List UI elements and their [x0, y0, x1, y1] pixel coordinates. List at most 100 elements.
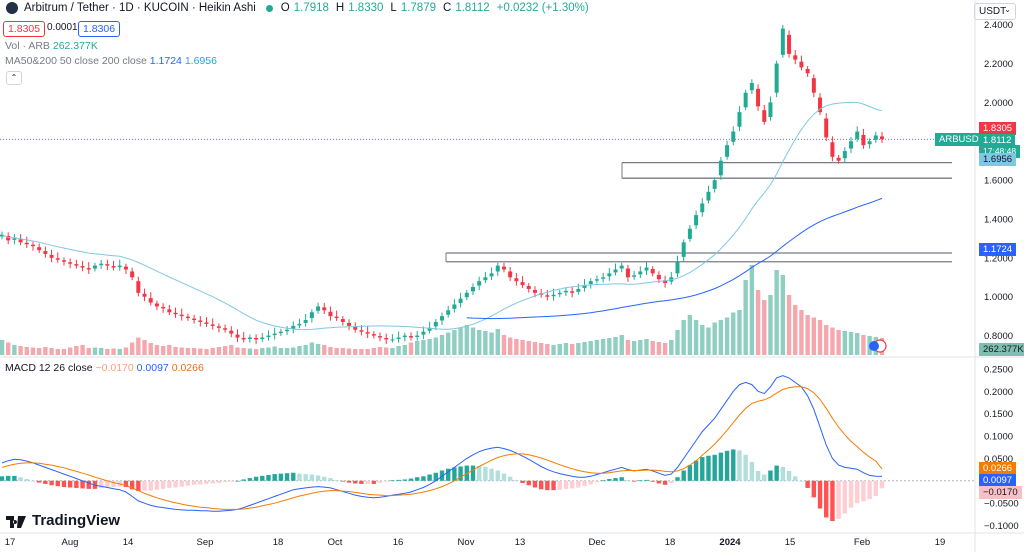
- volume-bar: [836, 330, 841, 355]
- volume-bar: [0, 340, 5, 355]
- ohlc-open-value: 1.7918: [293, 2, 329, 14]
- volume-bar: [619, 335, 624, 355]
- candle-body: [204, 322, 209, 324]
- candle-body: [446, 310, 451, 315]
- macd-hist-bar: [359, 480, 364, 484]
- symbol-title[interactable]: Arbitrum / Tether · 1D · KUCOIN · Heikin…: [24, 2, 256, 14]
- volume-bar: [501, 335, 507, 355]
- candle-body: [6, 236, 11, 241]
- candle-body: [663, 280, 668, 284]
- candle-body: [687, 228, 692, 239]
- time-tick-label: 14: [123, 537, 134, 548]
- buy-button[interactable]: 1.8306: [78, 21, 121, 37]
- volume-bar: [650, 341, 655, 355]
- macd-tick-label: 0.1000: [984, 432, 1013, 443]
- macd-hist-bar: [588, 480, 593, 485]
- volume-bar: [737, 310, 742, 355]
- macd-hist-bar: [526, 480, 531, 486]
- volume-bar: [458, 327, 463, 355]
- volume-bar: [793, 305, 798, 355]
- candle-body: [254, 338, 259, 340]
- volume-bar: [507, 337, 513, 355]
- macd-hist-bar: [737, 450, 742, 481]
- macd-hist-bar: [669, 480, 674, 484]
- collapse-legend-button[interactable]: ⌃: [6, 71, 22, 85]
- volume-bar: [569, 344, 575, 355]
- ma-legend[interactable]: MA50&200 50 close 200 close 1.1724 1.695…: [5, 55, 217, 67]
- candle-body: [61, 260, 66, 262]
- macd-tick-label: 0.0500: [984, 454, 1013, 465]
- volume-bar: [334, 348, 339, 355]
- macd-hist-bar: [129, 480, 135, 490]
- volume-bar: [160, 346, 166, 355]
- volume-bar: [117, 349, 122, 355]
- candle-body: [74, 264, 79, 266]
- ohlc-open-key: O: [280, 2, 290, 14]
- time-tick-label: 15: [785, 537, 796, 548]
- macd-hist-bar: [340, 480, 346, 482]
- volume-tag: 262.377K: [979, 343, 1024, 356]
- candle-body: [731, 131, 736, 142]
- macd-hist-bar: [136, 480, 141, 492]
- macd-hist-bar: [836, 480, 841, 519]
- candle-body: [409, 336, 414, 338]
- volume-bar: [693, 320, 699, 355]
- macd-hist-bar: [371, 480, 377, 484]
- candle-body: [285, 329, 290, 332]
- macd-hist-bar: [229, 480, 234, 482]
- time-tick-label: 2024: [719, 537, 741, 548]
- volume-bar: [55, 349, 60, 355]
- tradingview-mark-icon: [6, 515, 26, 528]
- candle-body: [483, 277, 488, 281]
- macd-hist-value: −0.0170: [95, 362, 134, 374]
- volume-legend[interactable]: Vol · ARB 262.377K: [5, 40, 98, 52]
- candle-body: [805, 68, 810, 74]
- macd-legend[interactable]: MACD 12 26 close −0.0170 0.0097 0.0266: [5, 362, 204, 374]
- macd-hist-bar: [179, 480, 184, 487]
- candle-body: [229, 330, 234, 334]
- volume-bar: [80, 345, 85, 355]
- candle-body: [619, 265, 624, 269]
- volume-bar: [303, 345, 308, 355]
- volume-bar: [371, 348, 377, 355]
- time-tick-label: 16: [393, 537, 404, 548]
- volume-bar: [346, 348, 352, 355]
- ohlc-high-key: H: [335, 2, 345, 14]
- candle-body: [378, 336, 383, 338]
- macd-hist-bar: [855, 480, 860, 504]
- candle-body: [477, 281, 482, 286]
- volume-bar: [520, 340, 525, 355]
- candle-body: [353, 326, 358, 330]
- volume-bar: [433, 337, 439, 355]
- candle-body: [247, 337, 252, 339]
- price-tick-label: 1.2000: [984, 253, 1013, 264]
- macd-line-value: 0.0097: [136, 362, 169, 374]
- candle-body: [365, 332, 370, 334]
- volume-bar: [92, 347, 98, 355]
- volume-bar: [427, 339, 432, 355]
- macd-hist-bar: [718, 452, 724, 481]
- volume-bar: [842, 331, 848, 355]
- volume-bar: [724, 317, 730, 355]
- candle-body: [359, 330, 364, 332]
- macd-hist-bar: [421, 476, 426, 481]
- sell-button[interactable]: 1.8305: [3, 21, 46, 37]
- currency-select[interactable]: USDT ⌄: [974, 3, 1016, 20]
- macd-hist-bar: [545, 480, 550, 491]
- macd-hist-bar: [315, 475, 321, 481]
- macd-hist-bar: [303, 474, 308, 481]
- macd-hist-bar: [384, 480, 389, 482]
- volume-bar: [799, 310, 804, 355]
- candle-body: [49, 254, 54, 258]
- volume-bar: [594, 340, 600, 355]
- macd-hist-bar: [445, 468, 451, 481]
- volume-bar: [464, 325, 469, 355]
- macd-hist-bar: [98, 480, 104, 488]
- volume-bar: [154, 345, 160, 355]
- macd-hist-bar: [253, 476, 259, 481]
- volume-bar: [408, 342, 414, 355]
- candle-body: [520, 282, 525, 286]
- candle-body: [210, 324, 215, 326]
- ohlc-close-value: 1.8112: [455, 2, 490, 14]
